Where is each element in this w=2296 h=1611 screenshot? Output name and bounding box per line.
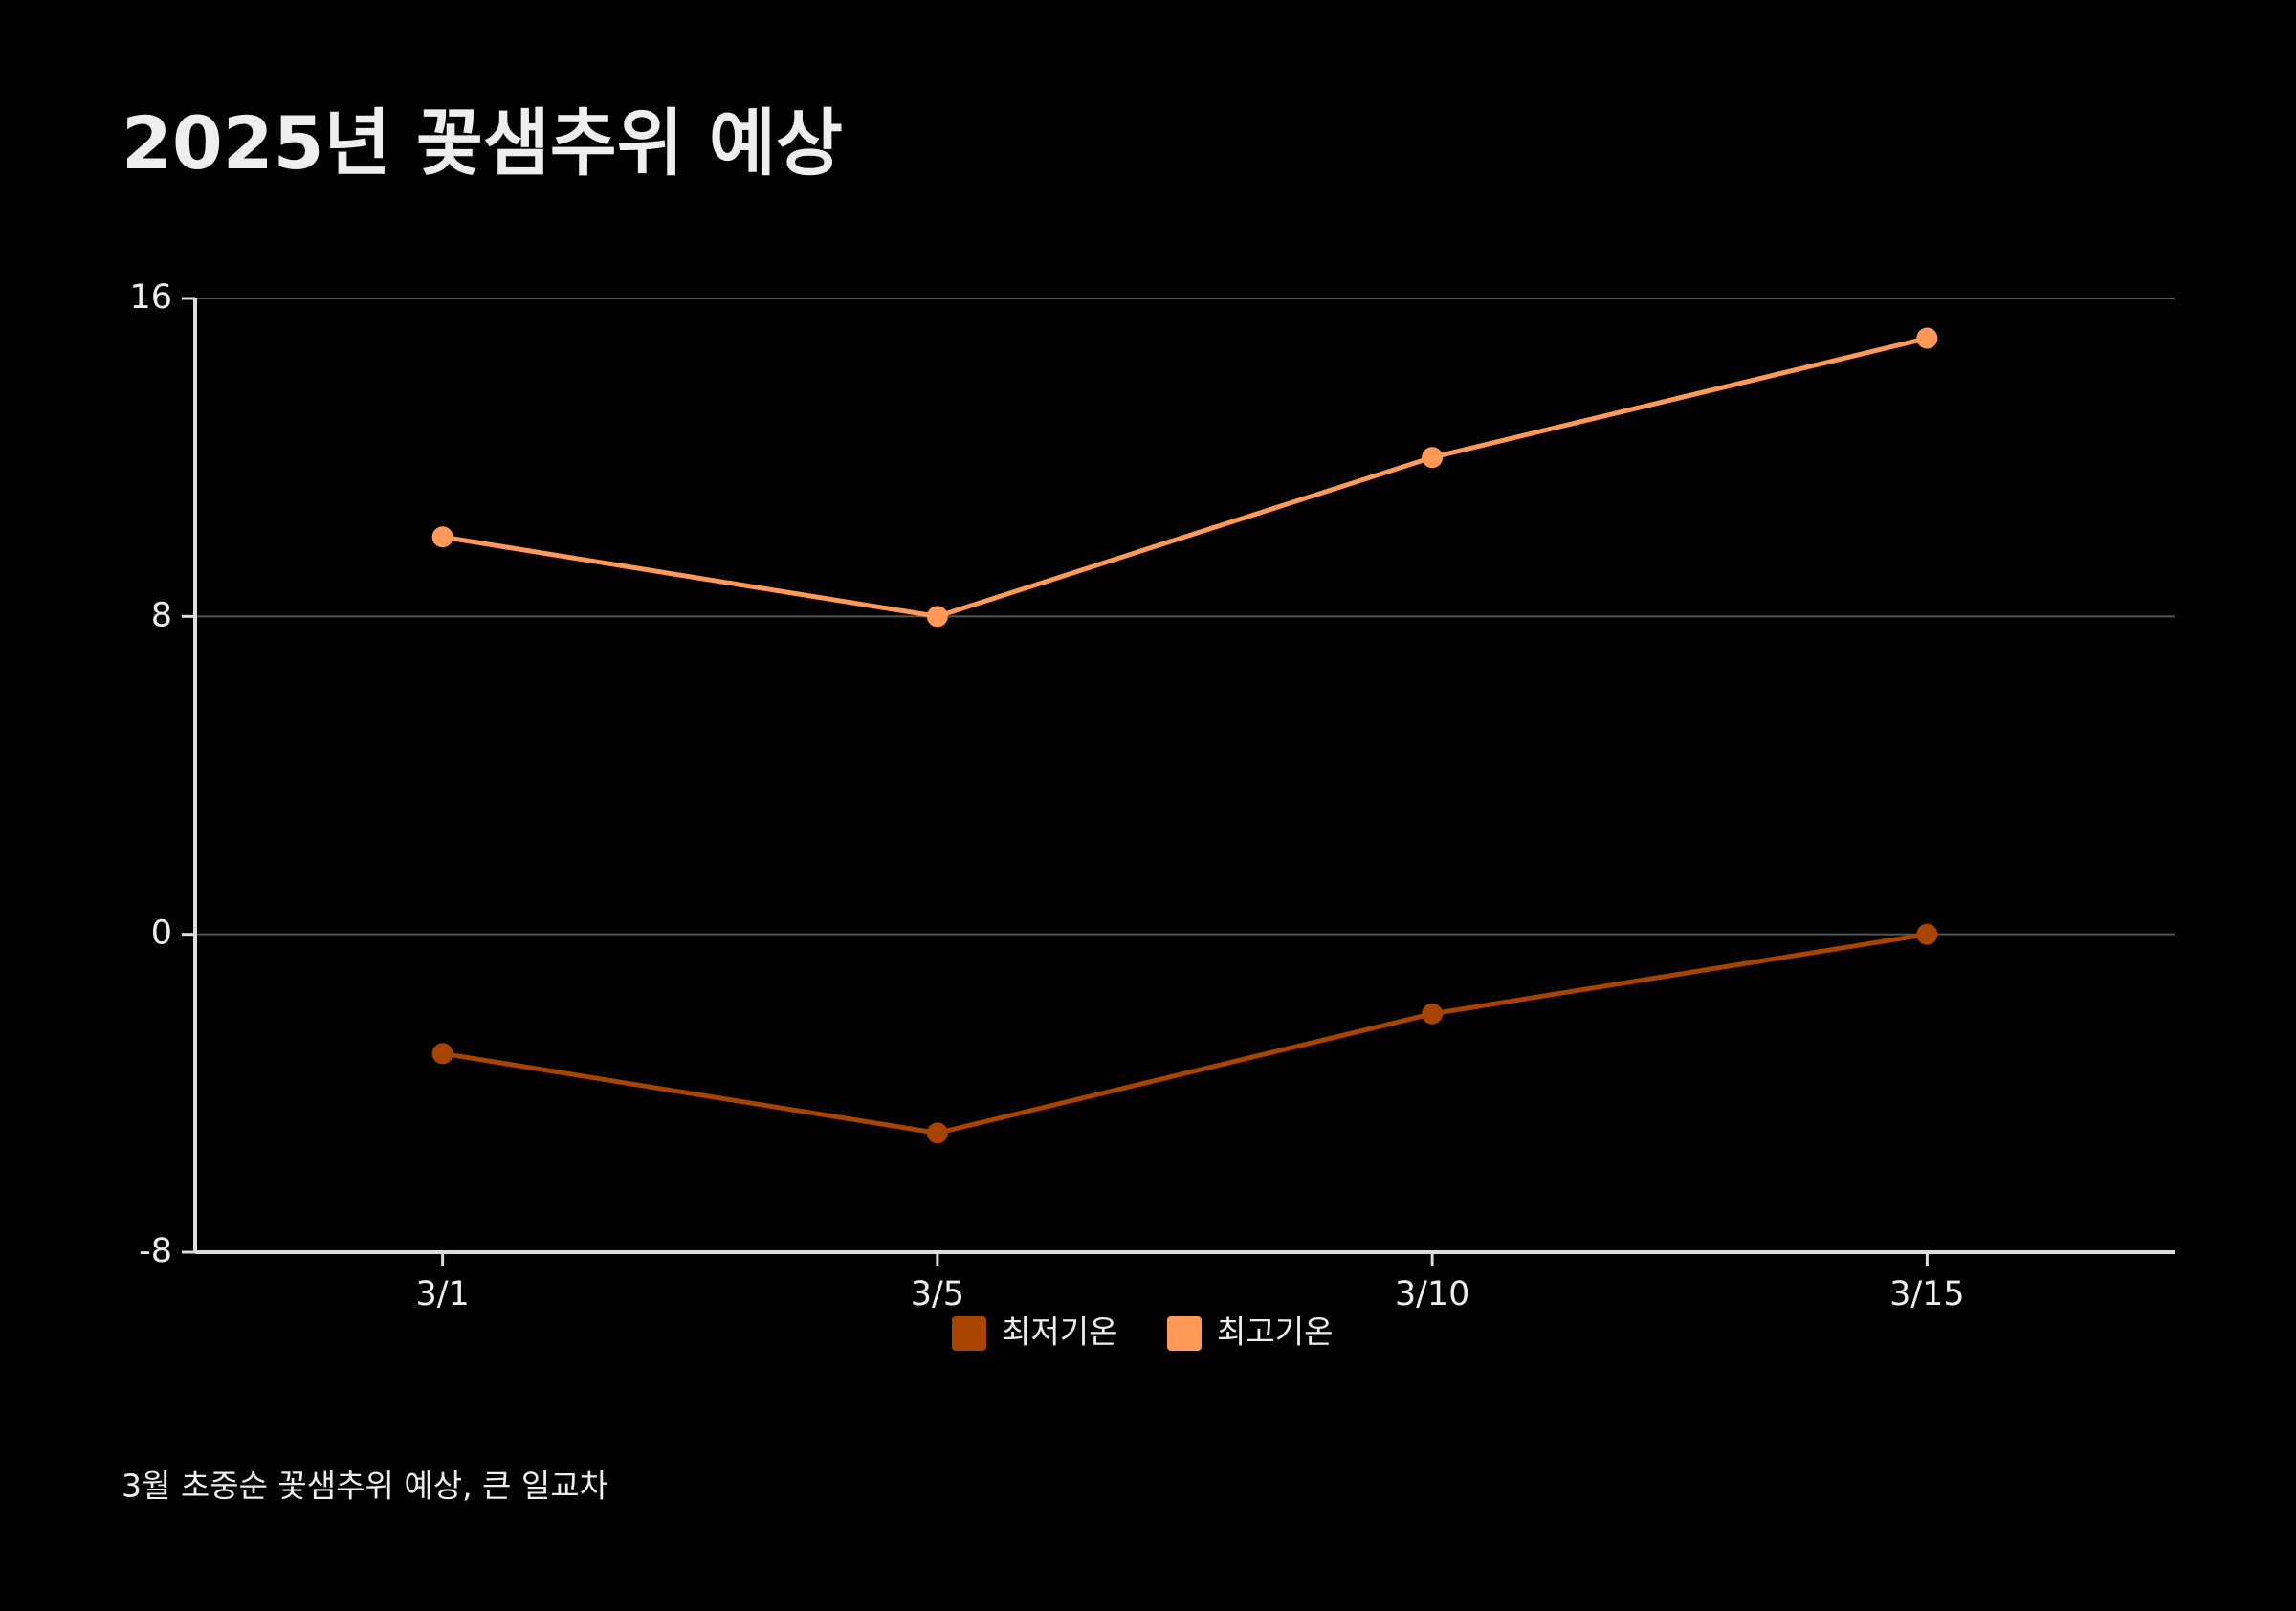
legend-swatch xyxy=(952,1316,986,1351)
data-point xyxy=(431,526,453,548)
series-line xyxy=(442,336,1928,619)
series-line xyxy=(442,932,1928,1136)
legend-label: 최저기온 xyxy=(1002,1313,1117,1351)
chart-title: 2025년 꽃샘추위 예상 xyxy=(121,100,843,186)
x-tick-label: 3/5 xyxy=(911,1275,964,1313)
legend-swatch xyxy=(1167,1316,1202,1351)
y-tick-label: 8 xyxy=(151,596,172,634)
y-tick-label: 0 xyxy=(151,915,172,953)
data-point xyxy=(926,606,948,628)
data-point xyxy=(1422,1003,1444,1025)
x-tick-label: 3/10 xyxy=(1395,1275,1470,1313)
y-tick-label: -8 xyxy=(139,1232,172,1270)
legend-label: 최고기온 xyxy=(1217,1313,1333,1351)
data-point xyxy=(1916,923,1938,945)
x-tick-label: 3/15 xyxy=(1889,1275,1965,1313)
data-point xyxy=(1422,447,1444,469)
data-point xyxy=(1916,327,1938,349)
data-point xyxy=(431,1043,453,1065)
x-tick-label: 3/1 xyxy=(415,1275,469,1313)
caption: 3월 초중순 꽃샘추위 예상, 큰 일교차 xyxy=(121,1468,608,1505)
data-point xyxy=(926,1122,948,1144)
y-tick-label: 16 xyxy=(129,278,172,317)
